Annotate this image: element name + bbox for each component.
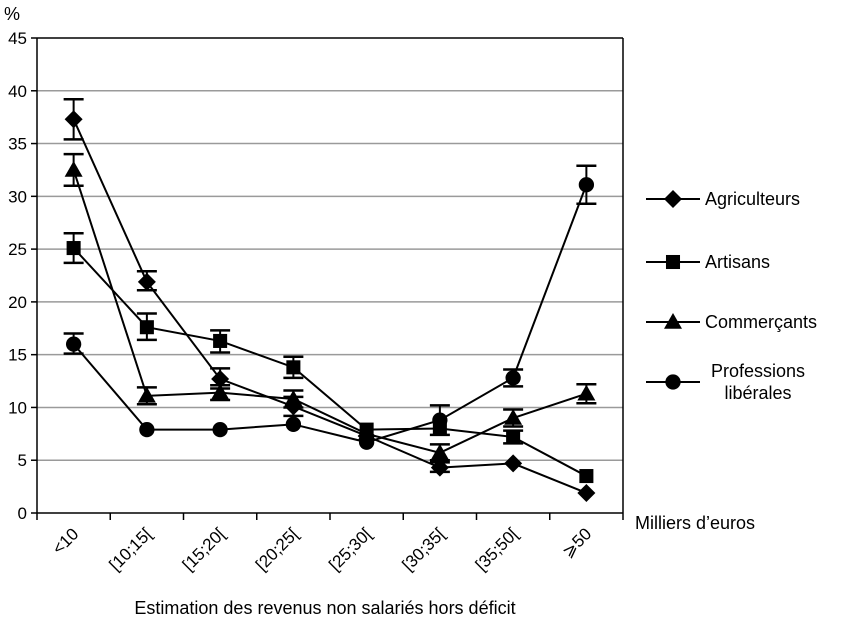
legend-label: Professions xyxy=(711,361,805,381)
data-point-circle xyxy=(505,370,521,386)
legend-item: Agriculteurs xyxy=(646,189,800,209)
legend: Agriculteurs Artisans Commerçants Professio… xyxy=(646,189,817,403)
data-point-circle xyxy=(358,434,375,450)
legend-item: Commerçants xyxy=(646,312,817,332)
x-tick-label: [20;25[ xyxy=(252,524,302,574)
data-point-circle xyxy=(285,416,302,432)
y-tick-label: 15 xyxy=(8,346,27,365)
data-point-circle xyxy=(578,177,595,193)
data-point-circle xyxy=(212,421,228,438)
y-tick-label: 5 xyxy=(18,451,27,470)
x-tick-label: [15;20[ xyxy=(179,524,229,574)
y-axis-title: % xyxy=(4,4,20,24)
data-point-square xyxy=(139,320,154,335)
legend-label: Agriculteurs xyxy=(705,189,800,209)
x-axis-title: Estimation des revenus non salariés hors… xyxy=(134,598,515,618)
series-line xyxy=(72,247,587,477)
y-tick-label: 40 xyxy=(8,82,27,101)
x-tick-label: [10;15[ xyxy=(105,524,155,574)
y-tick-label: 10 xyxy=(8,398,27,417)
y-tick-label: 30 xyxy=(8,187,27,206)
data-point-diamond xyxy=(664,190,682,208)
data-point-triangle xyxy=(577,384,596,401)
axes xyxy=(36,37,624,514)
data-point-diamond xyxy=(577,483,596,502)
data-point-triangle xyxy=(64,160,83,177)
gridlines xyxy=(37,90,623,461)
x-ticks: <10 [10;15[ [15;20[ [20;25[ [25;30[ [30;35[ [3… xyxy=(36,513,624,575)
series-line xyxy=(72,118,587,494)
data-point-diamond xyxy=(137,272,156,291)
data-point-square xyxy=(506,429,521,445)
data-point-triangle xyxy=(284,390,303,406)
data-point-triangle xyxy=(664,313,682,329)
x-tick-label: [35;50[ xyxy=(472,524,522,574)
data-point-diamond xyxy=(211,369,230,388)
x-tick-label: <10 xyxy=(49,524,83,558)
data-point-square xyxy=(665,254,681,270)
x-tick-label: [30;35[ xyxy=(398,524,448,574)
data-point-circle xyxy=(139,421,155,438)
legend-label: Commerçants xyxy=(705,312,817,332)
data-point-square xyxy=(579,469,594,484)
data-point-circle xyxy=(665,374,681,390)
data-point-square xyxy=(66,241,81,256)
legend-item: Artisans xyxy=(646,252,770,272)
data-point-square xyxy=(213,333,228,348)
series-line xyxy=(72,184,588,444)
data-point-triangle xyxy=(211,383,230,400)
x-axis-unit-label: Milliers d’euros xyxy=(635,513,755,533)
y-tick-label: 45 xyxy=(8,29,27,48)
y-tick-label: 0 xyxy=(18,504,27,523)
data-point-triangle xyxy=(430,443,449,460)
series-circle xyxy=(63,164,597,450)
y-tick-label: 20 xyxy=(8,293,27,312)
data-point-diamond xyxy=(504,454,523,473)
legend-label: Artisans xyxy=(705,252,770,272)
y-ticks: 0 5 10 15 20 25 30 35 40 45 xyxy=(8,29,37,523)
series-line xyxy=(72,169,587,454)
x-tick-label: ⩾50 xyxy=(558,524,595,561)
data-point-triangle xyxy=(504,409,523,425)
series-triangle xyxy=(63,152,597,462)
data-point-circle xyxy=(65,336,82,352)
x-tick-label: [25;30[ xyxy=(325,524,375,574)
legend-label: libérales xyxy=(724,383,791,403)
y-tick-label: 25 xyxy=(8,240,27,259)
data-point-diamond xyxy=(64,110,83,129)
series-layer xyxy=(63,97,597,502)
data-point-circle xyxy=(432,412,448,428)
data-point-triangle xyxy=(137,386,156,403)
data-point-square xyxy=(286,360,301,375)
y-tick-label: 35 xyxy=(8,135,27,154)
data-point-diamond xyxy=(430,458,449,477)
